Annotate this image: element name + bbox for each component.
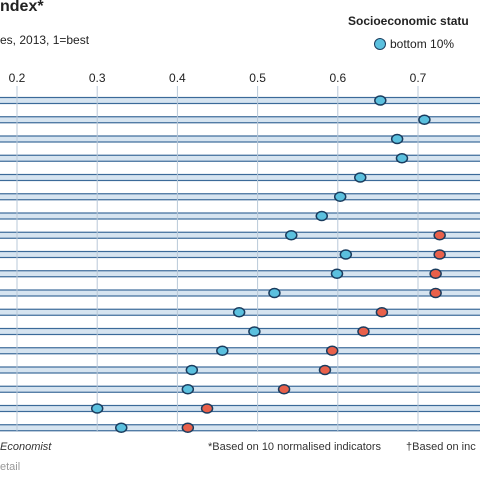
point-bottom-10 <box>395 153 409 164</box>
point-bottom-10 <box>248 326 261 337</box>
point-bottom-10 <box>232 307 246 318</box>
row-bar <box>0 385 480 393</box>
row-bar <box>0 193 480 201</box>
point-bottom-10 <box>418 114 431 125</box>
point-second-series <box>181 422 195 433</box>
footer-extra: etail <box>0 461 21 473</box>
point-bottom-10 <box>90 403 104 414</box>
x-tick-label: 0.4 <box>169 71 186 85</box>
point-second-series <box>433 249 446 260</box>
row-bar <box>0 347 480 355</box>
row-bar <box>0 250 480 259</box>
point-second-series <box>429 268 442 279</box>
point-bottom-10 <box>354 172 367 183</box>
point-second-series <box>357 326 370 337</box>
point-bottom-10 <box>330 268 344 279</box>
legend-item-bottom: bottom 10% <box>374 37 454 51</box>
row-bar <box>0 404 480 413</box>
legend-swatch-bottom <box>374 38 386 50</box>
point-second-series <box>318 364 332 376</box>
point-bottom-10 <box>181 384 195 395</box>
row-bar <box>0 270 480 278</box>
row-bar <box>0 327 480 336</box>
row-bar <box>0 173 480 182</box>
point-second-series <box>433 230 446 241</box>
row-bar <box>0 116 480 124</box>
x-tick-label: 0.6 <box>329 71 346 85</box>
row-bar <box>0 135 480 143</box>
point-bottom-10 <box>285 230 298 241</box>
point-bottom-10 <box>339 249 353 260</box>
point-bottom-10 <box>216 345 229 356</box>
footer-note-2: †Based on inc <box>406 441 476 453</box>
row-bar <box>0 289 480 297</box>
point-second-series <box>429 287 442 299</box>
row-bar <box>0 96 480 105</box>
legend-title: Socioeconomic statu <box>348 14 469 28</box>
row-bar <box>0 154 480 162</box>
row-bar <box>0 366 480 374</box>
x-tick-label: 0.5 <box>249 71 266 85</box>
point-second-series <box>277 384 291 395</box>
point-second-series <box>375 307 389 318</box>
footer-source: Economist <box>0 441 52 453</box>
point-bottom-10 <box>185 364 199 376</box>
legend-label-bottom: bottom 10% <box>390 37 455 51</box>
point-bottom-10 <box>315 210 329 222</box>
chart-subtitle: es, 2013, 1=best <box>0 33 90 47</box>
point-bottom-10 <box>374 95 387 106</box>
row-bar <box>0 231 480 239</box>
chart-title: ndex* <box>0 0 44 15</box>
point-bottom-10 <box>390 133 404 145</box>
point-bottom-10 <box>268 287 281 299</box>
point-second-series <box>200 403 214 414</box>
x-tick-label: 0.2 <box>9 71 26 85</box>
row-bar <box>0 212 480 220</box>
row-bar <box>0 424 480 432</box>
point-second-series <box>325 345 339 356</box>
x-tick-label: 0.3 <box>89 71 106 85</box>
footer-note: *Based on 10 normalised indicators <box>208 441 382 453</box>
point-bottom-10 <box>115 422 128 433</box>
x-tick-label: 0.7 <box>410 71 427 85</box>
point-bottom-10 <box>333 191 347 202</box>
